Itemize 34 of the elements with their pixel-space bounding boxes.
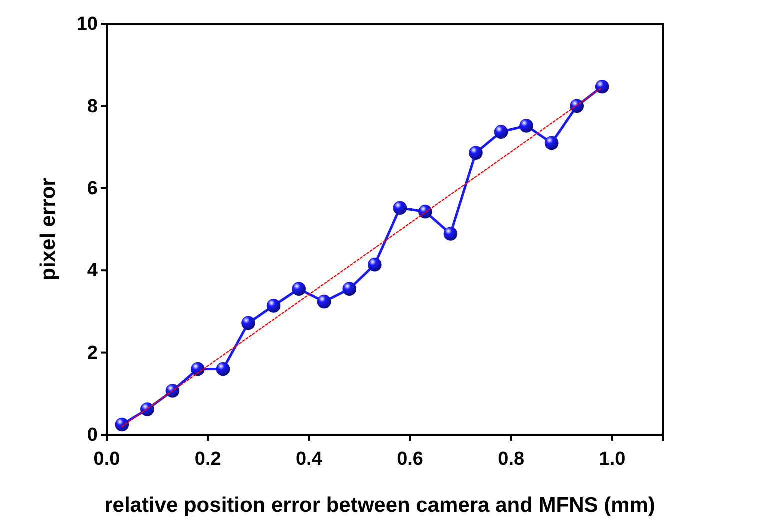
x-tick-label: 0.4	[296, 448, 323, 470]
point	[544, 136, 559, 150]
x-tick-label: 0.0	[94, 448, 120, 470]
point	[292, 282, 306, 296]
point	[520, 119, 534, 133]
point	[216, 362, 230, 376]
point	[368, 258, 382, 272]
point	[242, 316, 256, 330]
y-axis-title: pixel error	[37, 178, 60, 281]
y-tick-label: 2	[87, 342, 98, 364]
point	[317, 294, 332, 309]
point	[494, 125, 508, 139]
y-tick-label: 10	[76, 14, 98, 36]
point	[266, 299, 281, 313]
x-tick-label: 1.0	[599, 448, 626, 470]
y-tick-label: 4	[87, 260, 98, 282]
point	[418, 204, 432, 219]
point	[115, 418, 130, 432]
point	[595, 80, 610, 94]
x-axis-title: relative position error between camera and MFNS (mm)	[104, 494, 656, 517]
x-tick-label: 0.6	[397, 448, 424, 470]
point	[570, 99, 584, 114]
x-tick-label: 0.2	[194, 448, 222, 470]
point	[444, 227, 458, 241]
point	[140, 402, 154, 416]
x-tick-label: 0.8	[498, 448, 525, 470]
point	[469, 146, 483, 160]
y-tick-label: 0	[87, 425, 98, 446]
point	[191, 362, 205, 376]
point	[342, 282, 357, 296]
y-tick-label: 8	[87, 96, 98, 118]
point	[166, 384, 180, 398]
y-tick-label: 6	[87, 178, 98, 200]
point	[393, 201, 408, 216]
